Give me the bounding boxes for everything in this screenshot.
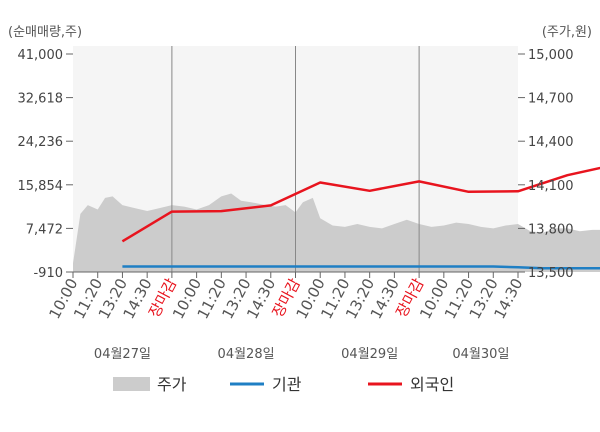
date-label: 04월29일: [341, 347, 398, 362]
legend-price-swatch: [113, 377, 150, 391]
price-area: [73, 193, 600, 272]
date-label: 04월30일: [452, 347, 509, 362]
legend: 주가 기관 외국인: [113, 375, 454, 394]
right-tick-label: 14,700: [528, 92, 574, 107]
series-line-layer: [121, 166, 600, 270]
institution-line: [122, 265, 600, 270]
right-axis-ticks: 15,000 14,700 14,400 14,100 13,800 13,500: [518, 48, 574, 281]
left-axis-ticks: 41,000 32,618 24,236 15,854 7,472 -910: [18, 48, 73, 281]
legend-institution-label: 기관: [272, 375, 302, 394]
right-tick-label: 15,000: [528, 48, 574, 63]
date-labels: 04월27일 04월28일 04월29일 04월30일: [94, 347, 509, 362]
left-tick-label: 15,854: [18, 179, 64, 194]
right-tick-label: 13,500: [528, 266, 574, 281]
left-axis-unit: (순매매량,주): [8, 25, 82, 40]
x-axis-ticks: 10:0011:2013:2014:30장마감10:0011:2013:2014…: [45, 272, 527, 322]
left-tick-label: 7,472: [26, 222, 63, 237]
left-tick-label: 32,618: [18, 92, 64, 107]
left-tick-label: 41,000: [18, 48, 64, 63]
left-tick-label: 24,236: [18, 135, 64, 150]
right-axis-unit: (주가,원): [542, 25, 592, 40]
legend-foreign-label: 외국인: [410, 375, 454, 394]
right-tick-label: 14,400: [528, 135, 574, 150]
date-label: 04월28일: [218, 347, 275, 362]
left-tick-label: -910: [33, 266, 63, 281]
legend-price-label: 주가: [157, 375, 187, 394]
right-tick-label: 13,800: [528, 222, 574, 237]
price-area-layer: [73, 193, 600, 272]
foreign-line: [121, 166, 600, 243]
right-tick-label: 14,100: [528, 179, 574, 194]
day-separator-layer: [171, 46, 420, 272]
date-label: 04월27일: [94, 347, 151, 362]
